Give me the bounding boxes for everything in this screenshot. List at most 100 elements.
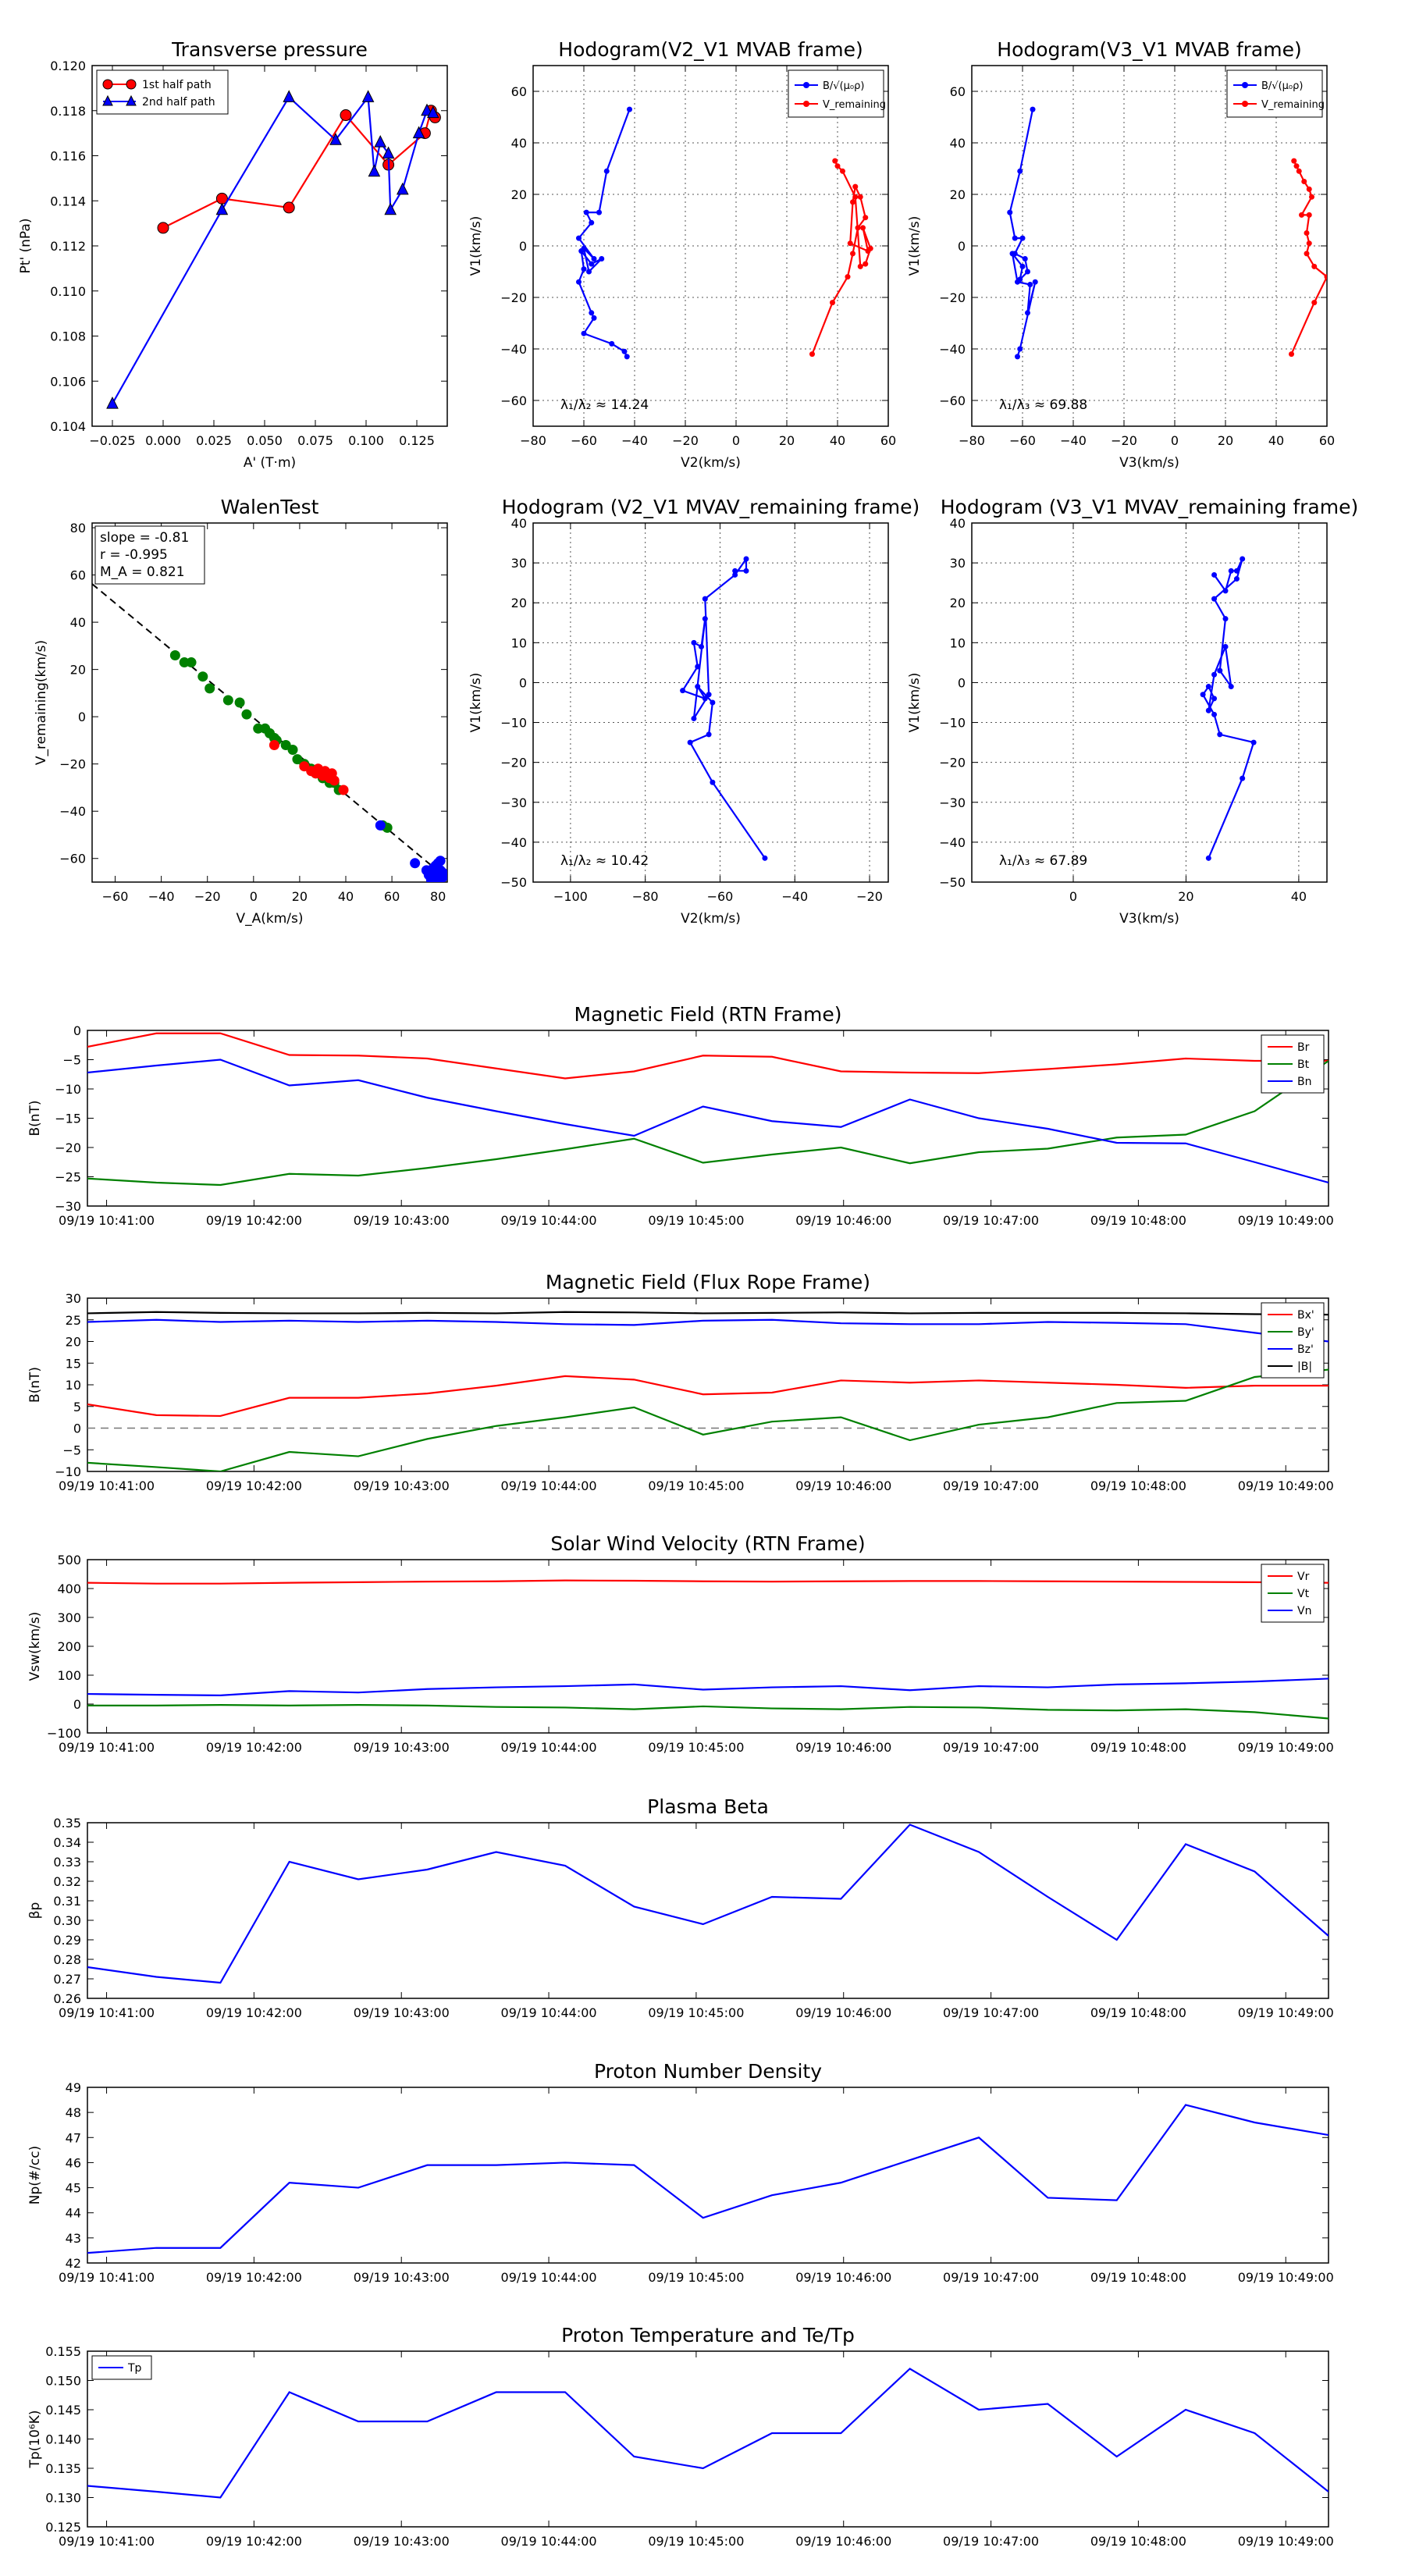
data-point <box>863 261 869 267</box>
y-tick-label: 0.150 <box>45 2374 81 2389</box>
data-point <box>710 779 716 785</box>
y-tick-label: 60 <box>950 84 966 99</box>
y-tick-label: −40 <box>59 804 86 819</box>
y-tick-label: 42 <box>66 2256 81 2271</box>
x-axis-label: V2(km/s) <box>681 455 741 471</box>
scatter-point-blue <box>435 856 446 866</box>
series-line-Bz' <box>87 1318 1329 1343</box>
data-point <box>578 248 585 254</box>
x-tick-label: −60 <box>102 889 129 904</box>
y-tick-label: 30 <box>66 1291 81 1306</box>
time-tick-label: 09/19 10:42:00 <box>206 2534 302 2549</box>
data-point <box>1228 568 1234 574</box>
data-point <box>702 696 708 702</box>
y-tick-label: 10 <box>511 635 527 650</box>
data-point <box>702 596 708 602</box>
y-tick-label: 0.118 <box>50 104 86 119</box>
time-tick-label: 09/19 10:44:00 <box>501 1213 597 1228</box>
y-tick-label: −20 <box>939 290 966 305</box>
y-tick-label: 30 <box>950 556 966 571</box>
legend-label: 2nd half path <box>142 96 215 109</box>
data-point <box>621 348 628 354</box>
y-tick-label: 0.145 <box>45 2403 81 2418</box>
data-point <box>581 266 587 272</box>
axes-frame <box>87 2087 1329 2264</box>
y-tick-label: 30 <box>511 556 527 571</box>
data-point <box>1211 571 1218 578</box>
time-tick-label: 09/19 10:45:00 <box>648 1213 744 1228</box>
y-tick-label: 0.33 <box>53 1855 81 1870</box>
y-tick-label: 25 <box>66 1313 81 1328</box>
y-tick-label: 0.116 <box>50 149 86 164</box>
data-point <box>852 194 859 200</box>
y-tick-label: −5 <box>62 1053 81 1068</box>
data-point <box>691 639 697 646</box>
time-tick-label: 09/19 10:48:00 <box>1090 1213 1186 1228</box>
time-tick-label: 09/19 10:46:00 <box>795 2005 891 2020</box>
data-point-triangle <box>361 90 375 102</box>
x-tick-label: 0.025 <box>196 433 232 448</box>
y-tick-label: 0 <box>73 1421 81 1436</box>
x-tick-label: 40 <box>830 433 845 448</box>
data-point <box>1301 179 1307 184</box>
data-point <box>1032 279 1038 285</box>
time-tick-label: 09/19 10:49:00 <box>1238 1740 1334 1755</box>
eigen-ratio-annotation: λ₁/λ₂ ≈ 10.42 <box>560 853 649 869</box>
eigen-ratio-annotation: λ₁/λ₂ ≈ 14.24 <box>560 397 649 413</box>
data-point <box>576 279 582 285</box>
data-point <box>860 225 866 231</box>
x-tick-label: −80 <box>632 889 659 904</box>
data-point <box>1228 684 1234 690</box>
data-point <box>857 263 863 269</box>
panel-vsw: Solar Wind Velocity (RTN Frame) −100 0 100 2… <box>27 1532 1334 1755</box>
data-point <box>680 688 686 694</box>
legend-label: Vn <box>1297 1605 1311 1617</box>
y-tick-label: 0.114 <box>50 194 86 208</box>
time-tick-label: 09/19 10:48:00 <box>1090 2005 1186 2020</box>
data-point <box>1015 354 1020 360</box>
data-point <box>691 715 697 721</box>
legend-label: By' <box>1297 1326 1314 1339</box>
data-point <box>1015 279 1020 285</box>
y-tick-label: −20 <box>939 756 966 770</box>
x-tick-label: 0.000 <box>145 433 181 448</box>
data-point <box>1019 235 1026 241</box>
x-tick-label: −20 <box>194 889 221 904</box>
time-tick-label: 09/19 10:43:00 <box>354 1478 450 1493</box>
x-tick-label: 60 <box>880 433 896 448</box>
data-point <box>583 209 589 215</box>
time-tick-label: 09/19 10:43:00 <box>354 2534 450 2549</box>
y-tick-label: 48 <box>66 2105 81 2120</box>
legend-marker <box>126 94 137 106</box>
legend-label: V_remaining <box>1261 99 1325 111</box>
axes-frame <box>532 65 889 427</box>
data-point-triangle <box>396 182 409 195</box>
data-point <box>1306 240 1312 247</box>
data-point <box>589 310 595 316</box>
stats-line: M_A = 0.821 <box>100 564 185 580</box>
y-tick-label: 40 <box>70 615 86 630</box>
y-axis-label: V1(km/s) <box>907 216 923 276</box>
time-tick-label: 09/19 10:45:00 <box>648 1478 744 1493</box>
x-tick-label: −20 <box>672 433 699 448</box>
data-point <box>1211 711 1218 717</box>
y-tick-label: −10 <box>500 716 527 731</box>
data-point <box>695 664 701 670</box>
axes-frame <box>91 522 448 883</box>
y-tick-label: 0.30 <box>53 1913 81 1928</box>
x-tick-label: 0.050 <box>247 433 283 448</box>
data-point-triangle <box>215 202 229 215</box>
y-tick-label: 200 <box>57 1639 81 1654</box>
x-tick-label: −60 <box>571 433 597 448</box>
data-point <box>1299 212 1304 218</box>
time-tick-label: 09/19 10:44:00 <box>501 2534 597 2549</box>
data-point-triangle <box>384 202 397 215</box>
data-point <box>1025 269 1030 275</box>
data-point <box>1030 106 1036 112</box>
legend-marker <box>803 101 809 107</box>
time-tick-label: 09/19 10:43:00 <box>354 2005 450 2020</box>
data-point <box>603 168 610 174</box>
y-tick-label: −15 <box>55 1112 81 1126</box>
panel-h2: Hodogram(V3_V1 MVAB frame) −80 −60 −40 −20 0 2… <box>907 38 1335 471</box>
